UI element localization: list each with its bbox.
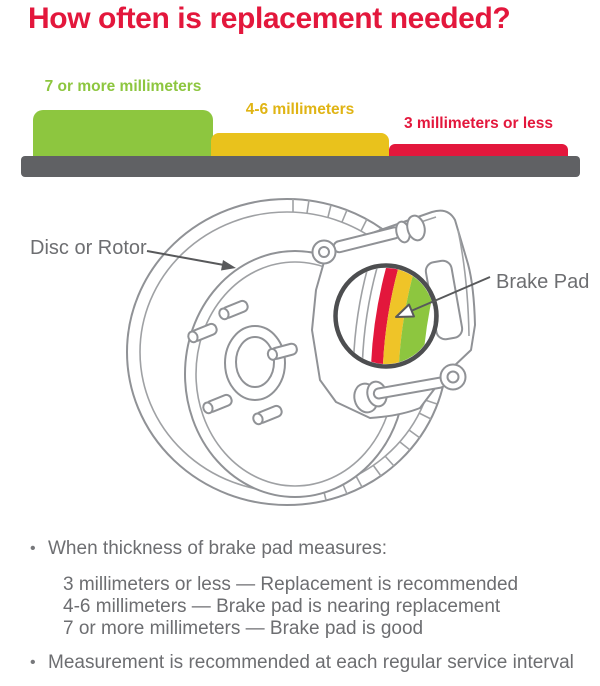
- hub: [224, 325, 286, 401]
- wheel-stud: [266, 342, 298, 361]
- rim-vent-slots-top: [292, 199, 382, 240]
- note-when-thickness-text: When thickness of brake pad measures:: [48, 538, 388, 559]
- pad-arrow: [395, 276, 491, 318]
- caliper-guide-pin-top: [311, 214, 426, 265]
- gauge-bar-good: [33, 110, 213, 157]
- note-measurement-interval: • Measurement is recommended at each reg…: [30, 652, 574, 674]
- gauge-label-nearing: 4-6 millimeters: [245, 101, 355, 118]
- rim-vent-slots-bottom: [322, 399, 438, 501]
- pad-wear-stripes: [352, 268, 434, 364]
- thickness-detail-list: 3 millimeters or less — Replacement is r…: [63, 574, 518, 640]
- caliper-guide-pin-bottom: [353, 363, 467, 414]
- bullet-dot: •: [30, 654, 36, 671]
- gauge-bar-nearing: [211, 133, 389, 157]
- brake-pad-label: Brake Pad: [496, 271, 590, 293]
- wheel-stud: [218, 299, 249, 321]
- wheel-studs: [187, 299, 298, 426]
- wheel-stud: [202, 393, 233, 415]
- wheel-stud: [187, 322, 218, 344]
- brake-assembly-diagram: [126, 198, 491, 506]
- gauge-label-replace: 3 millimeters or less: [403, 115, 554, 132]
- detail-line-7mm: 7 or more millimeters — Brake pad is goo…: [63, 618, 424, 639]
- detail-line-3mm: 3 millimeters or less — Replacement is r…: [63, 574, 519, 595]
- disc-arrow: [146, 250, 236, 271]
- brake-pad-window: [333, 263, 439, 369]
- page-title: How often is replacement needed?: [28, 2, 511, 35]
- detail-line-4-6mm: 4-6 millimeters — Brake pad is nearing r…: [63, 596, 501, 617]
- gauge-base-plate: [21, 156, 580, 177]
- note-measurement-text: Measurement is recommended at each regul…: [48, 652, 574, 673]
- bullet-dot: •: [30, 540, 36, 557]
- gauge-bar-replace: [389, 144, 568, 157]
- note-when-thickness: • When thickness of brake pad measures:: [30, 538, 387, 560]
- wheel-stud: [252, 404, 283, 426]
- disc-or-rotor-label: Disc or Rotor: [30, 237, 147, 259]
- gauge-label-good: 7 or more millimeters: [44, 78, 202, 95]
